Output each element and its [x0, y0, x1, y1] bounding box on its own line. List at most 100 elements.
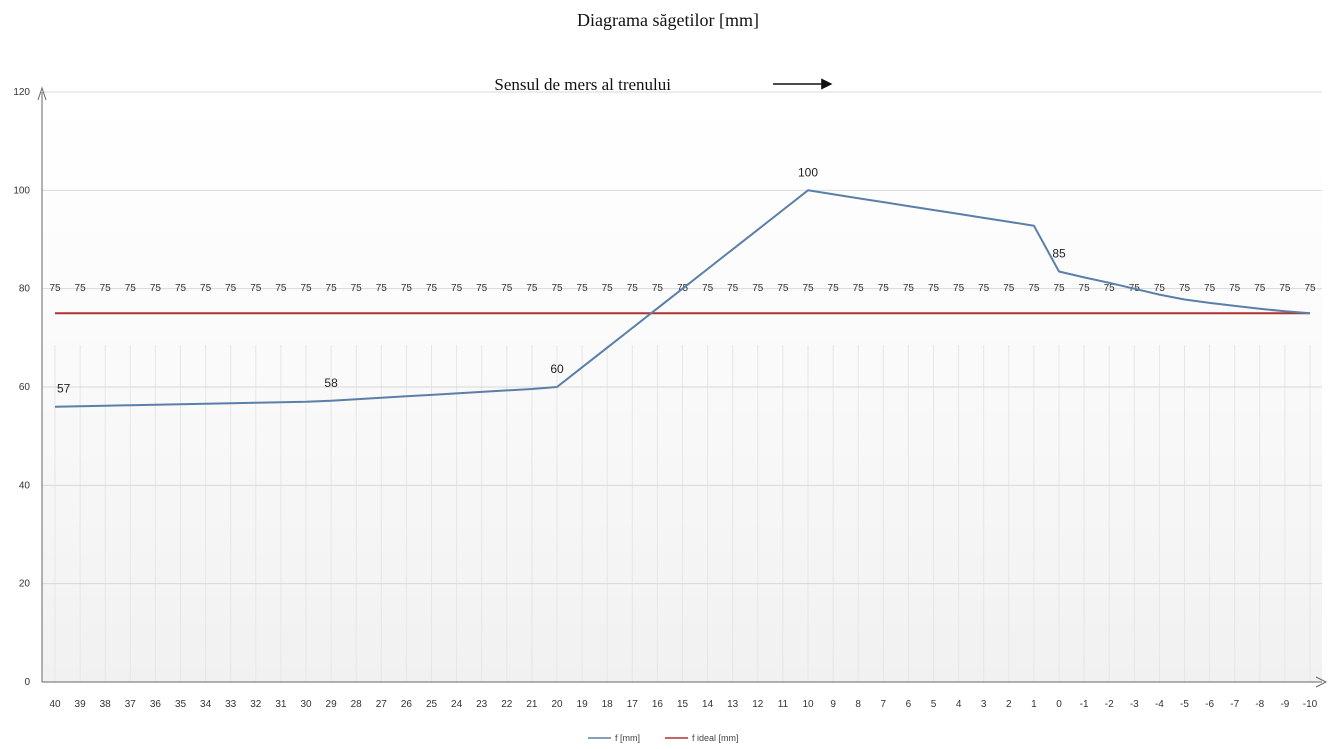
- x-tick-label: 16: [652, 699, 664, 710]
- x-tick-label: 29: [326, 699, 338, 710]
- ideal-point-label: 75: [802, 283, 814, 294]
- ideal-point-label: 75: [1003, 283, 1015, 294]
- legend-f-ideal-label: f ideal [mm]: [692, 733, 739, 743]
- ideal-point-labels: 75 75 75 75 75 75 75 75 75 75 75 75 75 75 75 75 75 75 75 75…: [49, 283, 1316, 294]
- ideal-point-label: 75: [953, 283, 965, 294]
- x-tick-label: 34: [200, 699, 212, 710]
- x-tick-label: 11: [778, 699, 789, 710]
- ideal-point-label: 75: [652, 283, 664, 294]
- ideal-point-label: 75: [376, 283, 388, 294]
- ideal-point-label: 75: [150, 283, 162, 294]
- x-tick-label: 23: [476, 699, 488, 710]
- x-tick-label: 39: [75, 699, 87, 710]
- x-tick-label: 37: [125, 699, 137, 710]
- x-tick-label: 14: [702, 699, 714, 710]
- x-tick-label: -7: [1230, 699, 1239, 710]
- x-tick-label: 38: [100, 699, 112, 710]
- x-tick-label: 15: [677, 699, 689, 710]
- x-tick-label: 4: [956, 699, 962, 710]
- ideal-point-label: 75: [125, 283, 137, 294]
- ideal-point-label: 75: [1154, 283, 1166, 294]
- x-tick-label: 17: [627, 699, 639, 710]
- x-tick-label: 33: [225, 699, 237, 710]
- ideal-point-label: 75: [1053, 283, 1065, 294]
- x-tick-label: 40: [49, 699, 61, 710]
- x-tick-label: 9: [830, 699, 836, 710]
- vertical-grid: [54, 345, 1311, 682]
- y-axis-arrow-icon: [37, 86, 47, 101]
- x-tick-label: 8: [855, 699, 861, 710]
- ideal-point-label: 75: [476, 283, 488, 294]
- x-tick-label: 24: [451, 699, 463, 710]
- x-tick-label: 35: [175, 699, 187, 710]
- legend-f-label: f [mm]: [615, 733, 640, 743]
- x-tick-label: -1: [1080, 699, 1089, 710]
- ideal-point-label: 75: [501, 283, 513, 294]
- ideal-point-label: 75: [928, 283, 940, 294]
- ideal-point-label: 75: [752, 283, 764, 294]
- ideal-point-label: 75: [551, 283, 563, 294]
- x-tick-label: 3: [981, 699, 987, 710]
- x-tick-label: 21: [526, 699, 538, 710]
- x-tick-label: -6: [1205, 699, 1214, 710]
- x-tick-label: 31: [275, 699, 287, 710]
- ideal-point-label: 75: [878, 283, 890, 294]
- data-labels: 57 58 60 100 85: [57, 165, 1066, 395]
- x-tick-label: 0: [1056, 699, 1062, 710]
- legend: f [mm] f ideal [mm]: [588, 733, 739, 743]
- x-tick-label: 12: [752, 699, 764, 710]
- ideal-point-label: 75: [903, 283, 915, 294]
- x-tick-label: 10: [802, 699, 814, 710]
- x-tick-label: 36: [150, 699, 162, 710]
- x-tick-label: 28: [351, 699, 363, 710]
- direction-note: Sensul de mers al trenului: [494, 75, 671, 94]
- x-tick-label: 26: [401, 699, 413, 710]
- y-tick-label: 100: [13, 185, 30, 196]
- ideal-point-label: 75: [1254, 283, 1266, 294]
- x-tick-label: -3: [1130, 699, 1139, 710]
- ideal-point-label: 75: [727, 283, 739, 294]
- x-tick-label: 5: [931, 699, 937, 710]
- ideal-point-label: 75: [426, 283, 438, 294]
- data-label: 60: [550, 362, 564, 376]
- ideal-point-label: 75: [777, 283, 789, 294]
- ideal-point-label: 75: [250, 283, 262, 294]
- ideal-point-label: 75: [200, 283, 212, 294]
- y-tick-labels: 0 20 40 60 80 100 120: [13, 87, 30, 688]
- data-label: 58: [324, 376, 338, 390]
- x-tick-label: -5: [1180, 699, 1189, 710]
- ideal-point-label: 75: [853, 283, 865, 294]
- x-tick-label: 25: [426, 699, 438, 710]
- y-tick-label: 80: [19, 284, 31, 295]
- ideal-point-label: 75: [351, 283, 363, 294]
- ideal-point-label: 75: [1229, 283, 1241, 294]
- x-tick-label: -8: [1255, 699, 1264, 710]
- x-tick-label: 22: [501, 699, 513, 710]
- ideal-point-label: 75: [1204, 283, 1216, 294]
- y-tick-label: 120: [13, 87, 30, 98]
- ideal-point-label: 75: [326, 283, 338, 294]
- x-axis-arrow-icon: [1315, 676, 1328, 688]
- series-lines: [54, 189, 1311, 408]
- ideal-point-label: 75: [828, 283, 840, 294]
- ideal-point-label: 75: [1279, 283, 1291, 294]
- y-tick-label: 0: [24, 677, 30, 688]
- data-label: 100: [798, 165, 818, 179]
- ideal-point-label: 75: [526, 283, 538, 294]
- x-tick-label: -2: [1105, 699, 1114, 710]
- x-tick-label: 30: [300, 699, 312, 710]
- x-tick-label: -10: [1303, 699, 1318, 710]
- ideal-point-label: 75: [1028, 283, 1040, 294]
- x-tick-label: 1: [1031, 699, 1037, 710]
- ideal-point-label: 75: [602, 283, 614, 294]
- y-tick-label: 40: [19, 480, 31, 491]
- x-tick-labels: 40 39 38 37 36 35 34 33 32 31 30 29 28 27 26 25 24 23 22 21…: [49, 699, 1317, 710]
- ideal-point-label: 75: [1179, 283, 1191, 294]
- ideal-point-label: 75: [225, 283, 237, 294]
- x-tick-label: 32: [250, 699, 262, 710]
- ideal-point-label: 75: [300, 283, 312, 294]
- ideal-point-label: 75: [702, 283, 714, 294]
- data-label: 57: [57, 382, 71, 396]
- ideal-point-label: 75: [75, 283, 87, 294]
- y-tick-label: 20: [19, 579, 31, 590]
